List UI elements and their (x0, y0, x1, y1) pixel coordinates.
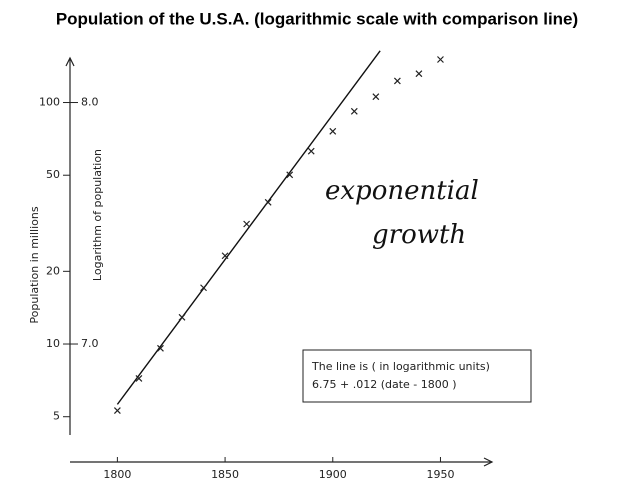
annotation: exponential (325, 176, 479, 206)
y-tick-label: 50 (46, 168, 60, 181)
point (200, 284, 207, 292)
annotation-box (302, 349, 532, 403)
y-tick-label: 100 (39, 96, 60, 109)
point (350, 107, 358, 115)
point (264, 198, 272, 206)
y-tick-label: 5 (53, 410, 60, 423)
point (113, 407, 121, 415)
x-axis-arrow (483, 457, 494, 467)
x-tick-label: 1850 (211, 468, 239, 481)
point (243, 220, 251, 228)
x-tick-label: 1800 (103, 468, 131, 481)
point (372, 93, 380, 101)
point (393, 77, 401, 85)
chart-title: Population of the U.S.A. (logarithmic sc… (56, 9, 578, 28)
point (437, 56, 444, 63)
point (307, 147, 315, 155)
point (157, 344, 164, 352)
y-tick-label: 10 (46, 337, 60, 350)
x-tick-label: 1950 (426, 468, 454, 481)
comparison-line (116, 50, 381, 405)
y-tick-label: 20 (46, 264, 60, 277)
x-tick-label: 1900 (319, 468, 347, 481)
y2-tick-label: 7.0 (81, 337, 99, 350)
y-axis-arrow (65, 56, 75, 67)
box-text: The line is ( in logarithmic units) (311, 360, 490, 373)
point (286, 171, 294, 179)
y2-axis-label: Logarithm of population (91, 149, 104, 281)
y-axis-label: Population in millions (28, 206, 41, 323)
point (221, 252, 229, 260)
box-text: 6.75 + .012 (date - 1800 ) (312, 378, 457, 391)
point (135, 375, 143, 382)
point (415, 70, 423, 78)
y2-tick-label: 8.0 (81, 96, 99, 109)
annotation: growth (372, 220, 466, 250)
point (178, 313, 186, 321)
point (329, 127, 337, 135)
